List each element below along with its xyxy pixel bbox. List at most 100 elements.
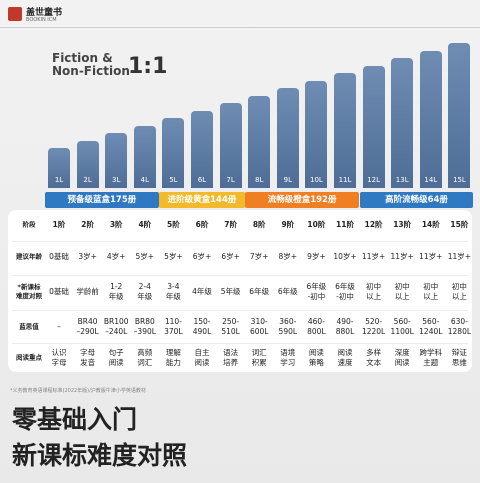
table-cell: 9阶 — [281, 220, 295, 229]
table-cell: BR40 –290L — [76, 317, 99, 336]
table-cell: 句子 阅读 — [108, 348, 124, 367]
table-cell: 0基础 — [49, 252, 69, 261]
level-bar — [391, 58, 414, 188]
group-header: 流畅级橙盒192册 — [245, 192, 359, 208]
table-cell: 1-2 年级 — [108, 282, 124, 301]
ratio: 1:1 — [128, 54, 168, 79]
table-cell: 初中 以上 — [423, 282, 439, 301]
level-bar — [448, 43, 471, 188]
table-cell: 6阶 — [195, 220, 209, 229]
row-divider — [12, 342, 468, 344]
table-cell: 0基础 — [49, 287, 69, 296]
table-cell: 14阶 — [421, 220, 440, 229]
level-label: 3L — [112, 176, 121, 184]
level-label: 14L — [424, 176, 438, 184]
level-label: 15L — [452, 176, 466, 184]
table-cell: 初中 以上 — [451, 282, 467, 301]
level-bar — [305, 80, 328, 188]
level-bar — [334, 73, 356, 188]
row-header: *新课标 难度对照 — [16, 283, 42, 300]
table-cell: 字母 发音 — [80, 348, 96, 367]
level-label: 8L — [255, 176, 264, 184]
table-cell: 跨学科 主题 — [419, 348, 443, 367]
table-cell: 460- 800L — [307, 317, 326, 336]
table-cell: 2-4 年级 — [137, 282, 153, 301]
table-cell: 词汇 积累 — [251, 348, 267, 367]
row-divider — [12, 309, 468, 311]
level-label: 10L — [309, 176, 323, 184]
footer-line: 新课标难度对照 — [12, 441, 188, 470]
table-cell: 自主 阅读 — [194, 348, 210, 367]
table-cell: 5阶 — [167, 220, 180, 229]
table-cell: 初中 以上 — [366, 282, 382, 301]
table-cell: 560- 1100L — [390, 317, 414, 336]
table-cell: 阅读 速度 — [337, 348, 353, 367]
table-cell: 310- 600L — [249, 317, 269, 336]
level-bar — [419, 50, 442, 188]
title: Fiction & Non-Fiction — [52, 51, 130, 78]
level-label: 12L — [367, 176, 380, 184]
table-cell: 高频 词汇 — [137, 348, 153, 367]
table-cell: 6年级 -初中 — [335, 282, 355, 301]
table-cell: 深度 阅读 — [394, 348, 410, 367]
table-cell: 3岁+ — [78, 252, 97, 261]
table-cell: 560- 1240L — [419, 317, 443, 336]
table-cell: 阅读 策略 — [308, 348, 324, 367]
table-cell: 630- 1280L — [447, 317, 472, 336]
row-header: 建议年龄 — [16, 252, 42, 261]
level-label: 5L — [169, 176, 178, 184]
level-label: 1L — [54, 176, 64, 184]
level-bar — [276, 88, 299, 188]
logo-sub: BOOKIN ICM — [26, 17, 57, 23]
table-cell: 辩证 思维 — [451, 348, 467, 367]
table-cell: 语境 学习 — [280, 348, 296, 367]
table-cell: 10岁+ — [333, 252, 357, 261]
table-cell: 6年级 — [249, 287, 270, 296]
row-header: 蓝思值 — [19, 322, 39, 331]
level-label: 2L — [83, 176, 92, 184]
level-bar — [362, 65, 385, 188]
level-bar — [162, 118, 185, 188]
table-cell: 11岁+ — [390, 252, 414, 261]
row-header: 阶段 — [22, 220, 36, 229]
table-cell: 9岁+ — [307, 252, 326, 261]
logo-name: 盖世童书 — [26, 8, 63, 18]
table-cell: 12阶 — [364, 220, 383, 229]
level-bar — [191, 110, 213, 188]
table-cell: 11岁+ — [419, 252, 443, 261]
table-cell: 10阶 — [307, 220, 326, 229]
table-cell: 6岁+ — [192, 252, 212, 261]
group-header: 高阶流畅级64册 — [359, 192, 474, 208]
table-cell: 3-4 年级 — [165, 282, 181, 301]
table-cell: 2阶 — [81, 220, 94, 229]
table-cell: 4岁+ — [106, 252, 126, 261]
table-cell: 学龄前 — [76, 287, 99, 296]
table-cell: 1阶 — [52, 220, 66, 229]
level-bar — [248, 95, 271, 188]
table-box — [8, 210, 472, 372]
table-cell: 13阶 — [393, 220, 412, 229]
divider — [0, 27, 480, 28]
row-divider — [12, 274, 468, 276]
group-header: 预备级蓝盒175册 — [45, 192, 159, 208]
row-divider — [12, 241, 468, 242]
table-cell: 5年级 — [220, 287, 241, 296]
level-bar — [105, 133, 128, 188]
table-cell: – — [57, 322, 61, 331]
logo-icon — [8, 7, 22, 21]
table-cell: 250- 510L — [221, 317, 240, 336]
table-cell: 11阶 — [336, 220, 354, 229]
table-cell: BR100 –240L — [103, 317, 129, 336]
row-header: 阅读重点 — [16, 353, 42, 362]
table-cell: 5岁+ — [164, 252, 183, 261]
level-label: 13L — [395, 176, 409, 184]
level-bar — [48, 148, 70, 188]
table-cell: 6年级 -初中 — [306, 282, 327, 301]
table-cell: 110- 370L — [164, 317, 183, 336]
footer-line: 零基础入门 — [12, 405, 138, 434]
table-cell: 5岁+ — [135, 252, 155, 261]
table-cell: 360- 590L — [278, 317, 298, 336]
table-cell: 语法 培养 — [223, 348, 239, 367]
level-label: 6L — [197, 176, 207, 184]
